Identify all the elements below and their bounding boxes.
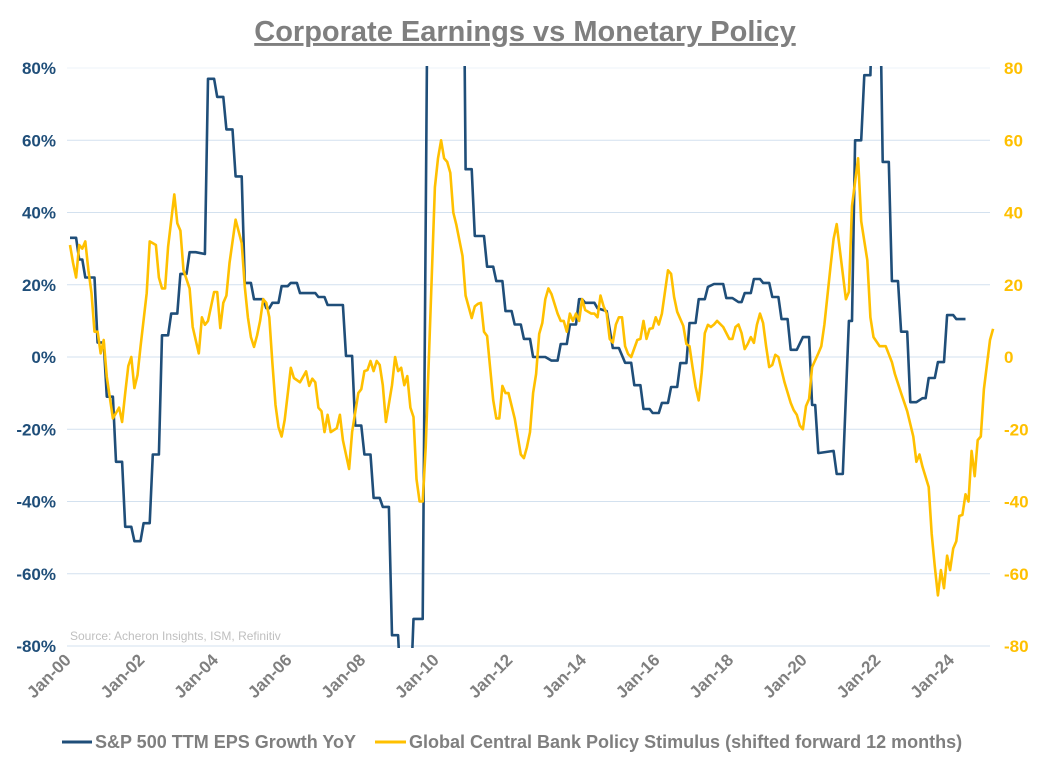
left-y-tick-label: 40% (22, 204, 56, 223)
x-tick-label: Jan-06 (244, 650, 296, 702)
right-y-tick-label: -40 (1004, 493, 1029, 512)
left-y-tick-label: -20% (16, 420, 56, 439)
x-tick-label: Jan-10 (391, 650, 443, 702)
x-tick-label: Jan-00 (23, 650, 75, 702)
left-y-tick-label: 0% (31, 348, 56, 367)
legend-label-stimulus: Global Central Bank Policy Stimulus (shi… (409, 732, 962, 752)
x-tick-label: Jan-12 (465, 650, 517, 702)
right-y-tick-label: -80 (1004, 637, 1029, 656)
right-y-tick-label: 80 (1004, 59, 1023, 78)
series-line-eps-growth (70, 66, 966, 648)
right-y-tick-label: -20 (1004, 420, 1029, 439)
right-y-tick-label: 60 (1004, 131, 1023, 150)
x-tick-label: Jan-22 (833, 650, 885, 702)
legend-label-eps: S&P 500 TTM EPS Growth YoY (95, 732, 356, 752)
chart-title: Corporate Earnings vs Monetary Policy (254, 16, 795, 48)
source-note: Source: Acheron Insights, ISM, Refinitiv (70, 629, 281, 643)
x-tick-label: Jan-04 (170, 650, 222, 702)
x-tick-label: Jan-02 (97, 650, 149, 702)
left-y-tick-label: 60% (22, 131, 56, 150)
x-tick-label: Jan-14 (539, 650, 591, 702)
plot-area (68, 66, 995, 648)
right-y-tick-label: 0 (1004, 348, 1013, 367)
right-y-tick-label: -60 (1004, 565, 1029, 584)
right-y-axis: 80 60 40 20 0 -20 -40 -60 -80 (1004, 59, 1029, 656)
series-line-policy-stimulus (68, 139, 995, 597)
x-tick-label: Jan-08 (318, 650, 370, 702)
x-tick-label: Jan-16 (612, 650, 664, 702)
left-y-tick-label: 80% (22, 59, 56, 78)
left-y-axis: 80% 60% 40% 20% 0% -20% -40% -60% -80% (16, 59, 56, 656)
left-y-tick-label: -60% (16, 565, 56, 584)
left-y-tick-label: -80% (16, 637, 56, 656)
x-tick-label: Jan-18 (686, 650, 738, 702)
gridlines (67, 67, 991, 647)
right-y-tick-label: 20 (1004, 276, 1023, 295)
x-tick-label: Jan-20 (759, 650, 811, 702)
legend: S&P 500 TTM EPS Growth YoY Global Centra… (62, 732, 962, 752)
x-axis: Jan-00 Jan-02 Jan-04 Jan-06 Jan-08 Jan-10 Jan-… (23, 650, 958, 702)
left-y-tick-label: -40% (16, 493, 56, 512)
x-tick-label: Jan-24 (907, 650, 959, 702)
left-y-tick-label: 20% (22, 276, 56, 295)
right-y-tick-label: 40 (1004, 204, 1023, 223)
